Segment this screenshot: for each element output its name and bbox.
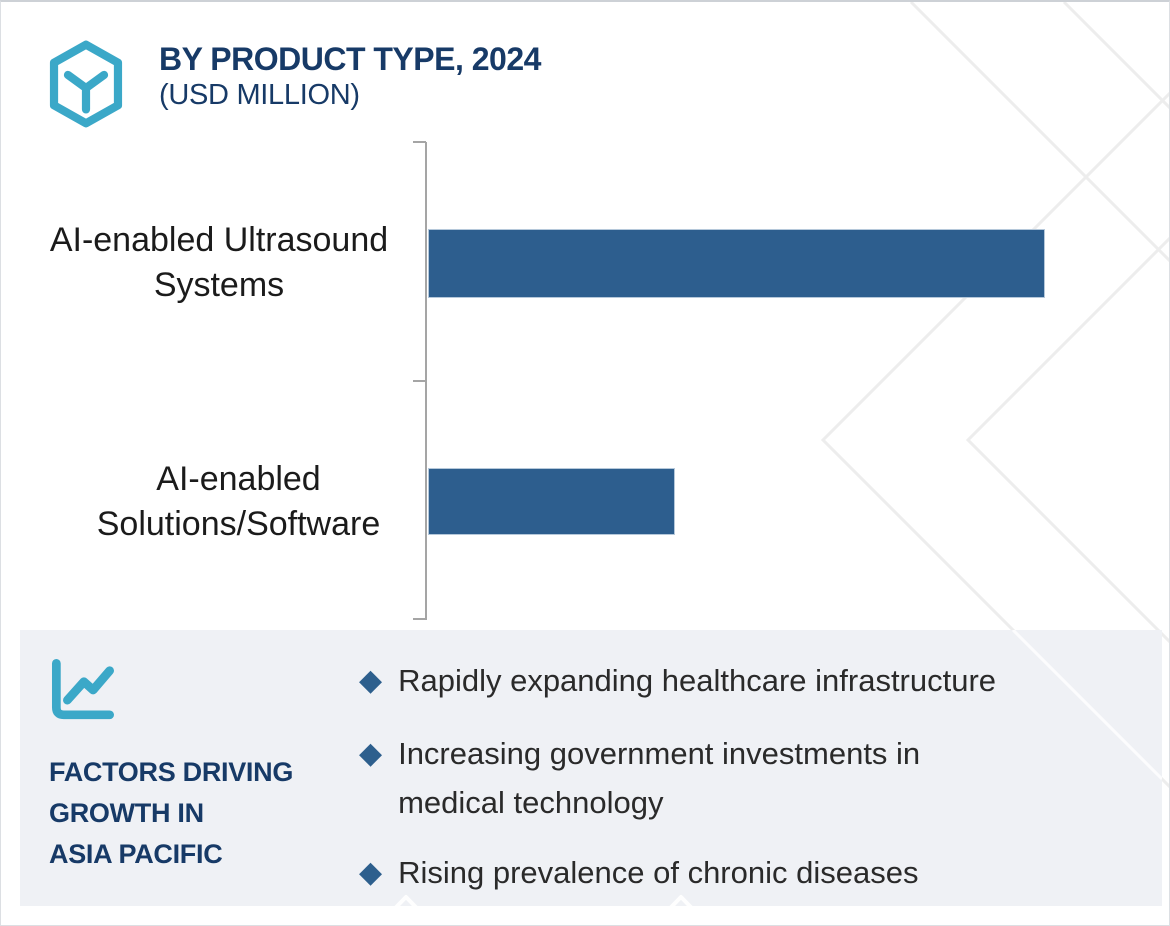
axis-tick (413, 141, 426, 143)
diamond-bullet-icon: ◆ (359, 736, 383, 771)
bullet-text: Rapidly expanding healthcare infrastruct… (398, 663, 997, 698)
category-label: AI-enabled Solutions/Software (96, 460, 381, 543)
page-title: BY PRODUCT TYPE, 2024 (159, 41, 541, 77)
axis-tick (413, 618, 426, 620)
box-hexagon-icon (49, 40, 123, 128)
bar-chart: AI-enabled Ultrasound Systems AI-enabled… (1, 2, 1169, 630)
panel-chevron-watermark (394, 630, 1162, 906)
bar-ai-enabled-solutions-software (428, 468, 675, 535)
header-title-block: BY PRODUCT TYPE, 2024 (USD MILLION) (159, 40, 541, 112)
panel-heading: FACTORS DRIVING GROWTH IN ASIA PACIFIC (49, 757, 294, 869)
diamond-bullet-icon: ◆ (359, 855, 383, 890)
axis-tick (413, 380, 426, 382)
page-subtitle: (USD MILLION) (159, 79, 360, 111)
bullet-text: Increasing government investments in med… (398, 736, 921, 820)
diamond-bullet-icon: ◆ (359, 663, 383, 698)
category-label: AI-enabled Ultrasound Systems (49, 221, 389, 304)
bar-ai-enabled-ultrasound-systems (428, 229, 1045, 298)
list-item: ◆ Rising prevalence of chronic diseases (359, 848, 918, 897)
bullet-text: Rising prevalence of chronic diseases (398, 855, 919, 890)
line-chart-icon (51, 658, 115, 720)
factors-panel: FACTORS DRIVING GROWTH IN ASIA PACIFIC ◆… (20, 630, 1162, 906)
list-item: ◆ Rapidly expanding healthcare infrastru… (359, 656, 996, 705)
list-item: ◆ Increasing government investments in m… (359, 729, 920, 827)
category-axis-line (425, 142, 427, 620)
